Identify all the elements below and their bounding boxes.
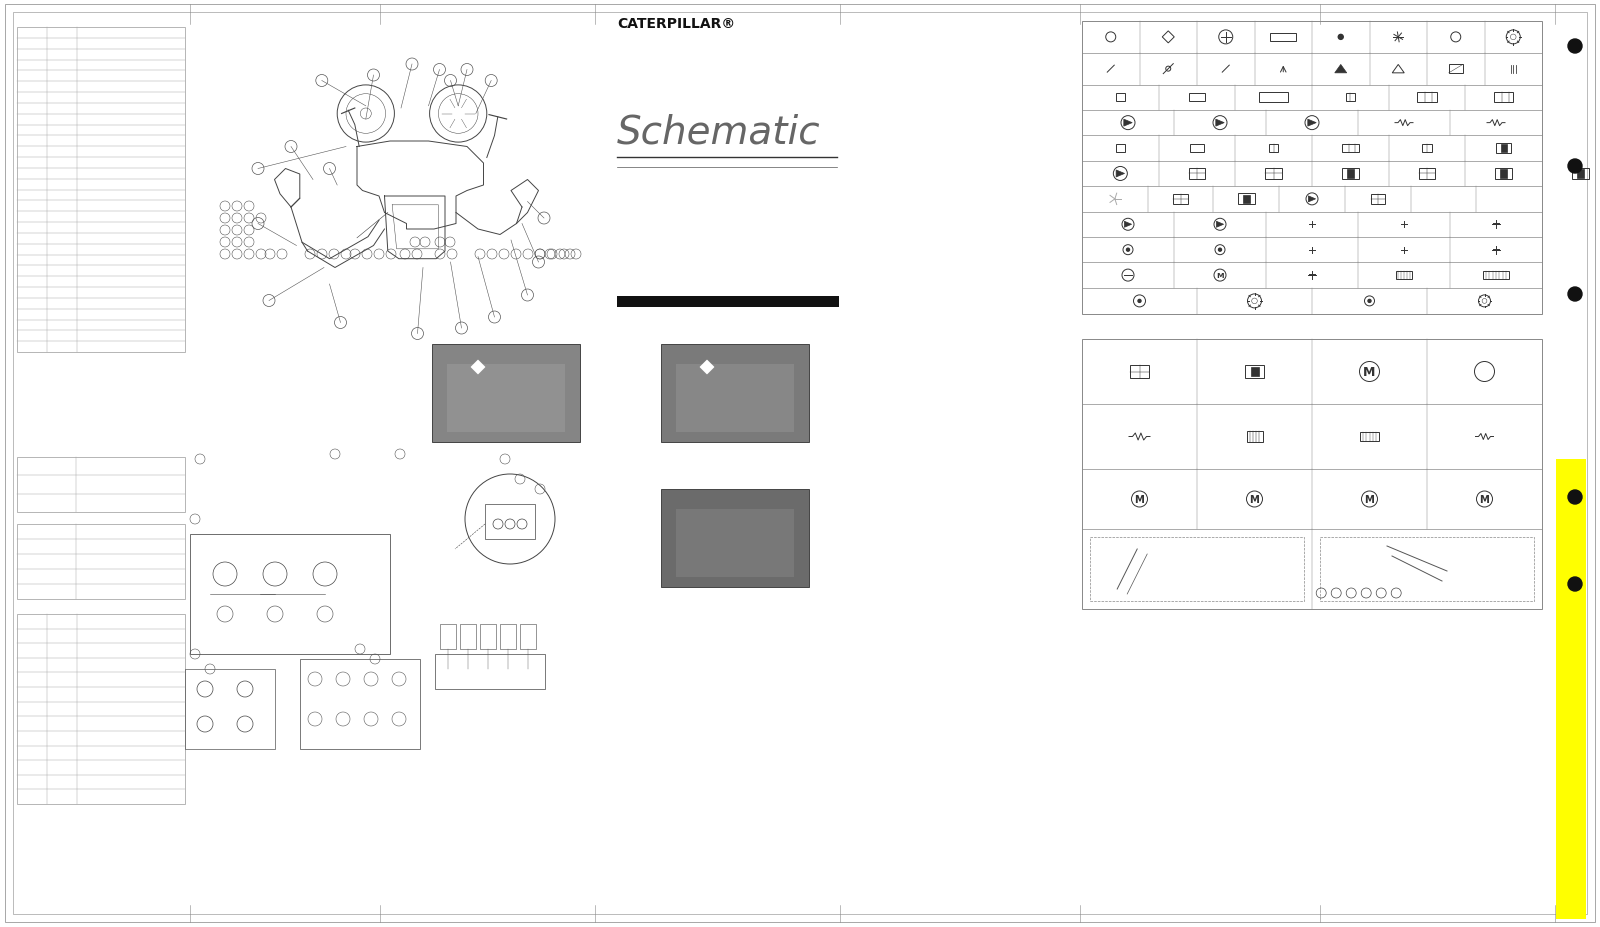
Bar xyxy=(1419,169,1435,180)
Bar xyxy=(1496,169,1512,180)
Bar xyxy=(18,28,186,352)
Circle shape xyxy=(1568,287,1582,301)
Polygon shape xyxy=(1243,196,1250,204)
Bar xyxy=(1360,432,1379,442)
Bar xyxy=(1266,169,1282,180)
Bar xyxy=(1342,169,1358,180)
Bar xyxy=(461,624,477,649)
Bar xyxy=(480,624,496,649)
Bar xyxy=(1189,169,1205,180)
Bar xyxy=(432,345,579,442)
Bar xyxy=(1245,366,1264,378)
Bar xyxy=(18,615,186,804)
Bar xyxy=(1269,145,1278,153)
Bar xyxy=(190,535,390,654)
Bar xyxy=(1496,144,1510,154)
Bar xyxy=(675,364,794,433)
Bar xyxy=(446,364,565,433)
Polygon shape xyxy=(701,361,714,375)
Polygon shape xyxy=(1334,66,1347,74)
Circle shape xyxy=(1568,578,1582,591)
Bar xyxy=(1259,94,1288,103)
Bar xyxy=(1173,195,1187,205)
Bar xyxy=(1342,145,1358,153)
Bar xyxy=(1090,538,1304,602)
Polygon shape xyxy=(1307,120,1317,127)
Bar xyxy=(1422,145,1432,153)
Bar xyxy=(1483,272,1509,280)
Bar xyxy=(1494,94,1514,103)
Bar xyxy=(675,509,794,578)
Bar xyxy=(520,624,536,649)
Bar xyxy=(618,297,838,308)
Text: M: M xyxy=(1216,273,1224,279)
Bar xyxy=(499,624,515,649)
Polygon shape xyxy=(1125,222,1131,228)
Bar xyxy=(1448,66,1462,74)
Polygon shape xyxy=(1347,170,1354,179)
Text: Schematic: Schematic xyxy=(618,113,821,151)
Circle shape xyxy=(1338,35,1344,41)
Polygon shape xyxy=(1216,222,1224,228)
Circle shape xyxy=(1568,490,1582,504)
Polygon shape xyxy=(1501,146,1507,152)
Bar xyxy=(1395,272,1413,280)
Bar xyxy=(18,525,186,600)
Bar xyxy=(1130,366,1149,378)
Bar xyxy=(435,654,546,690)
Polygon shape xyxy=(1216,120,1224,127)
Bar xyxy=(301,659,419,749)
Polygon shape xyxy=(1117,171,1125,178)
Bar xyxy=(1189,94,1205,102)
Bar xyxy=(661,345,810,442)
Bar xyxy=(18,458,186,513)
Polygon shape xyxy=(1578,170,1584,179)
Bar xyxy=(1082,339,1542,609)
Bar xyxy=(1346,94,1355,102)
Text: M: M xyxy=(1365,494,1374,504)
Bar xyxy=(440,624,456,649)
Bar xyxy=(1270,34,1296,42)
Circle shape xyxy=(1219,249,1221,252)
Polygon shape xyxy=(470,361,485,375)
Bar xyxy=(1418,94,1437,103)
Bar xyxy=(1117,145,1125,153)
Bar xyxy=(1117,94,1125,102)
Circle shape xyxy=(1368,300,1371,303)
Bar xyxy=(1555,460,1586,919)
Circle shape xyxy=(1138,300,1141,303)
Circle shape xyxy=(1126,249,1130,252)
Polygon shape xyxy=(1251,367,1259,377)
Bar xyxy=(1082,22,1542,314)
Circle shape xyxy=(1568,40,1582,54)
Text: CATERPILLAR®: CATERPILLAR® xyxy=(618,17,734,31)
Bar xyxy=(1190,146,1205,152)
Bar xyxy=(661,489,810,588)
Text: M: M xyxy=(1250,494,1259,504)
Bar xyxy=(1571,169,1589,180)
Text: M: M xyxy=(1363,365,1376,378)
Bar xyxy=(1320,538,1534,602)
Text: M: M xyxy=(1134,494,1144,504)
Polygon shape xyxy=(1501,170,1507,179)
Bar xyxy=(1246,431,1262,442)
Bar xyxy=(485,504,534,540)
Bar xyxy=(186,669,275,749)
Bar xyxy=(1238,194,1254,205)
Text: M: M xyxy=(1480,494,1490,504)
Polygon shape xyxy=(1123,120,1133,127)
Circle shape xyxy=(1568,159,1582,174)
Polygon shape xyxy=(1309,197,1315,203)
Bar xyxy=(1371,195,1386,205)
